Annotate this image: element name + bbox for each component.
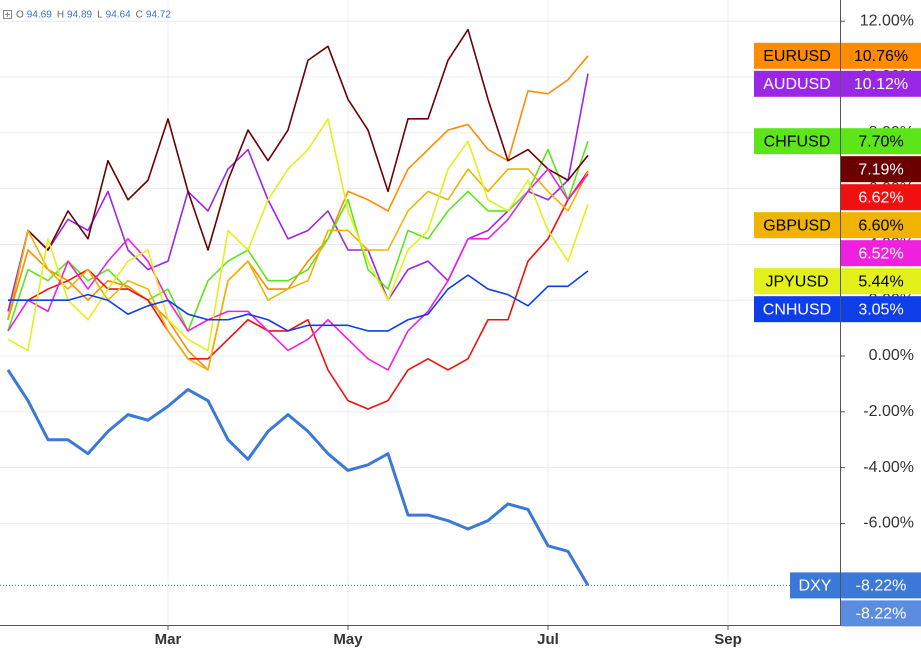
x-tick-label: May: [333, 631, 363, 648]
y-tick-label: -2.00%: [863, 403, 914, 420]
legend-label: GBPUSD: [763, 217, 831, 234]
value-label-bg: [841, 42, 921, 69]
price-label-bg: [841, 600, 921, 627]
legend-label: AUDUSD: [763, 76, 831, 93]
ohlc-value: 94.72: [146, 10, 171, 21]
legend-label-bg: [754, 42, 840, 69]
value-label: -8.22%: [856, 578, 907, 595]
legend-label-bg: [754, 268, 840, 295]
value-label-bg: [841, 296, 921, 323]
ohlc-key: C: [136, 10, 143, 21]
legend-label-bg: [754, 212, 840, 239]
value-label: 10.12%: [854, 76, 908, 93]
legend-label: DXY: [799, 578, 832, 595]
ohlc-value: 94.69: [27, 10, 52, 21]
legend-label-bg: [790, 572, 840, 599]
y-tick-label: -6.00%: [863, 515, 914, 532]
legend-label-bg: [754, 70, 840, 97]
legend-label-bg: [754, 128, 840, 155]
value-label: 6.60%: [858, 217, 903, 234]
legend-label: CHFUSD: [764, 133, 831, 150]
series-line: [7, 118, 589, 352]
series-line: [7, 140, 589, 332]
legend-label: EURUSD: [763, 48, 831, 65]
value-label-bg: [841, 70, 921, 97]
series-line: [7, 28, 589, 320]
y-tick-label: 12.00%: [860, 12, 914, 29]
badges: 10.76% EURUSD 10.12% AUDUSD 7.70% CHFUSD 7.19%…: [754, 42, 921, 627]
value-label-bg: [841, 572, 921, 599]
value-label-bg: [841, 128, 921, 155]
legend-toggle[interactable]: [3, 10, 12, 19]
legend-label: CNHUSD: [763, 301, 831, 318]
value-label: 3.05%: [858, 301, 903, 318]
legend-label: JPYUSD: [765, 273, 828, 290]
y-tick-label: 0.00%: [869, 347, 914, 364]
value-label-bg: [841, 212, 921, 239]
value-label-bg: [841, 240, 921, 267]
value-label: 5.44%: [858, 273, 903, 290]
x-tick-label: Sep: [714, 631, 742, 648]
x-tick-label: Mar: [155, 631, 182, 648]
grid: [0, 0, 840, 625]
ohlc-legend: O 94.69 H 94.89 L 94.64 C 94.72: [16, 10, 171, 21]
ohlc-key: H: [57, 10, 64, 21]
value-label-bg: [841, 184, 921, 211]
value-label: 7.19%: [858, 161, 903, 178]
value-label-bg: [841, 268, 921, 295]
series-line: [6, 369, 590, 587]
plot: [6, 28, 590, 587]
ohlc-key: L: [97, 10, 103, 21]
y-tick-label: -4.00%: [863, 459, 914, 476]
value-label-bg: [841, 156, 921, 183]
value-label: 10.76%: [854, 48, 908, 65]
series-line: [7, 73, 589, 312]
price-label: -8.22%: [856, 606, 907, 623]
ohlc-key: O: [16, 10, 24, 21]
value-label: 6.52%: [858, 245, 903, 262]
ohlc-value: 94.89: [67, 10, 92, 21]
series-line: [8, 270, 589, 332]
series-line: [7, 168, 589, 371]
ohlc-value: 94.64: [106, 10, 131, 21]
series-line: [8, 170, 589, 410]
value-label: 7.70%: [858, 133, 903, 150]
x-tick-label: Jul: [537, 631, 559, 648]
value-label: 6.62%: [858, 189, 903, 206]
legend-label-bg: [754, 296, 840, 323]
